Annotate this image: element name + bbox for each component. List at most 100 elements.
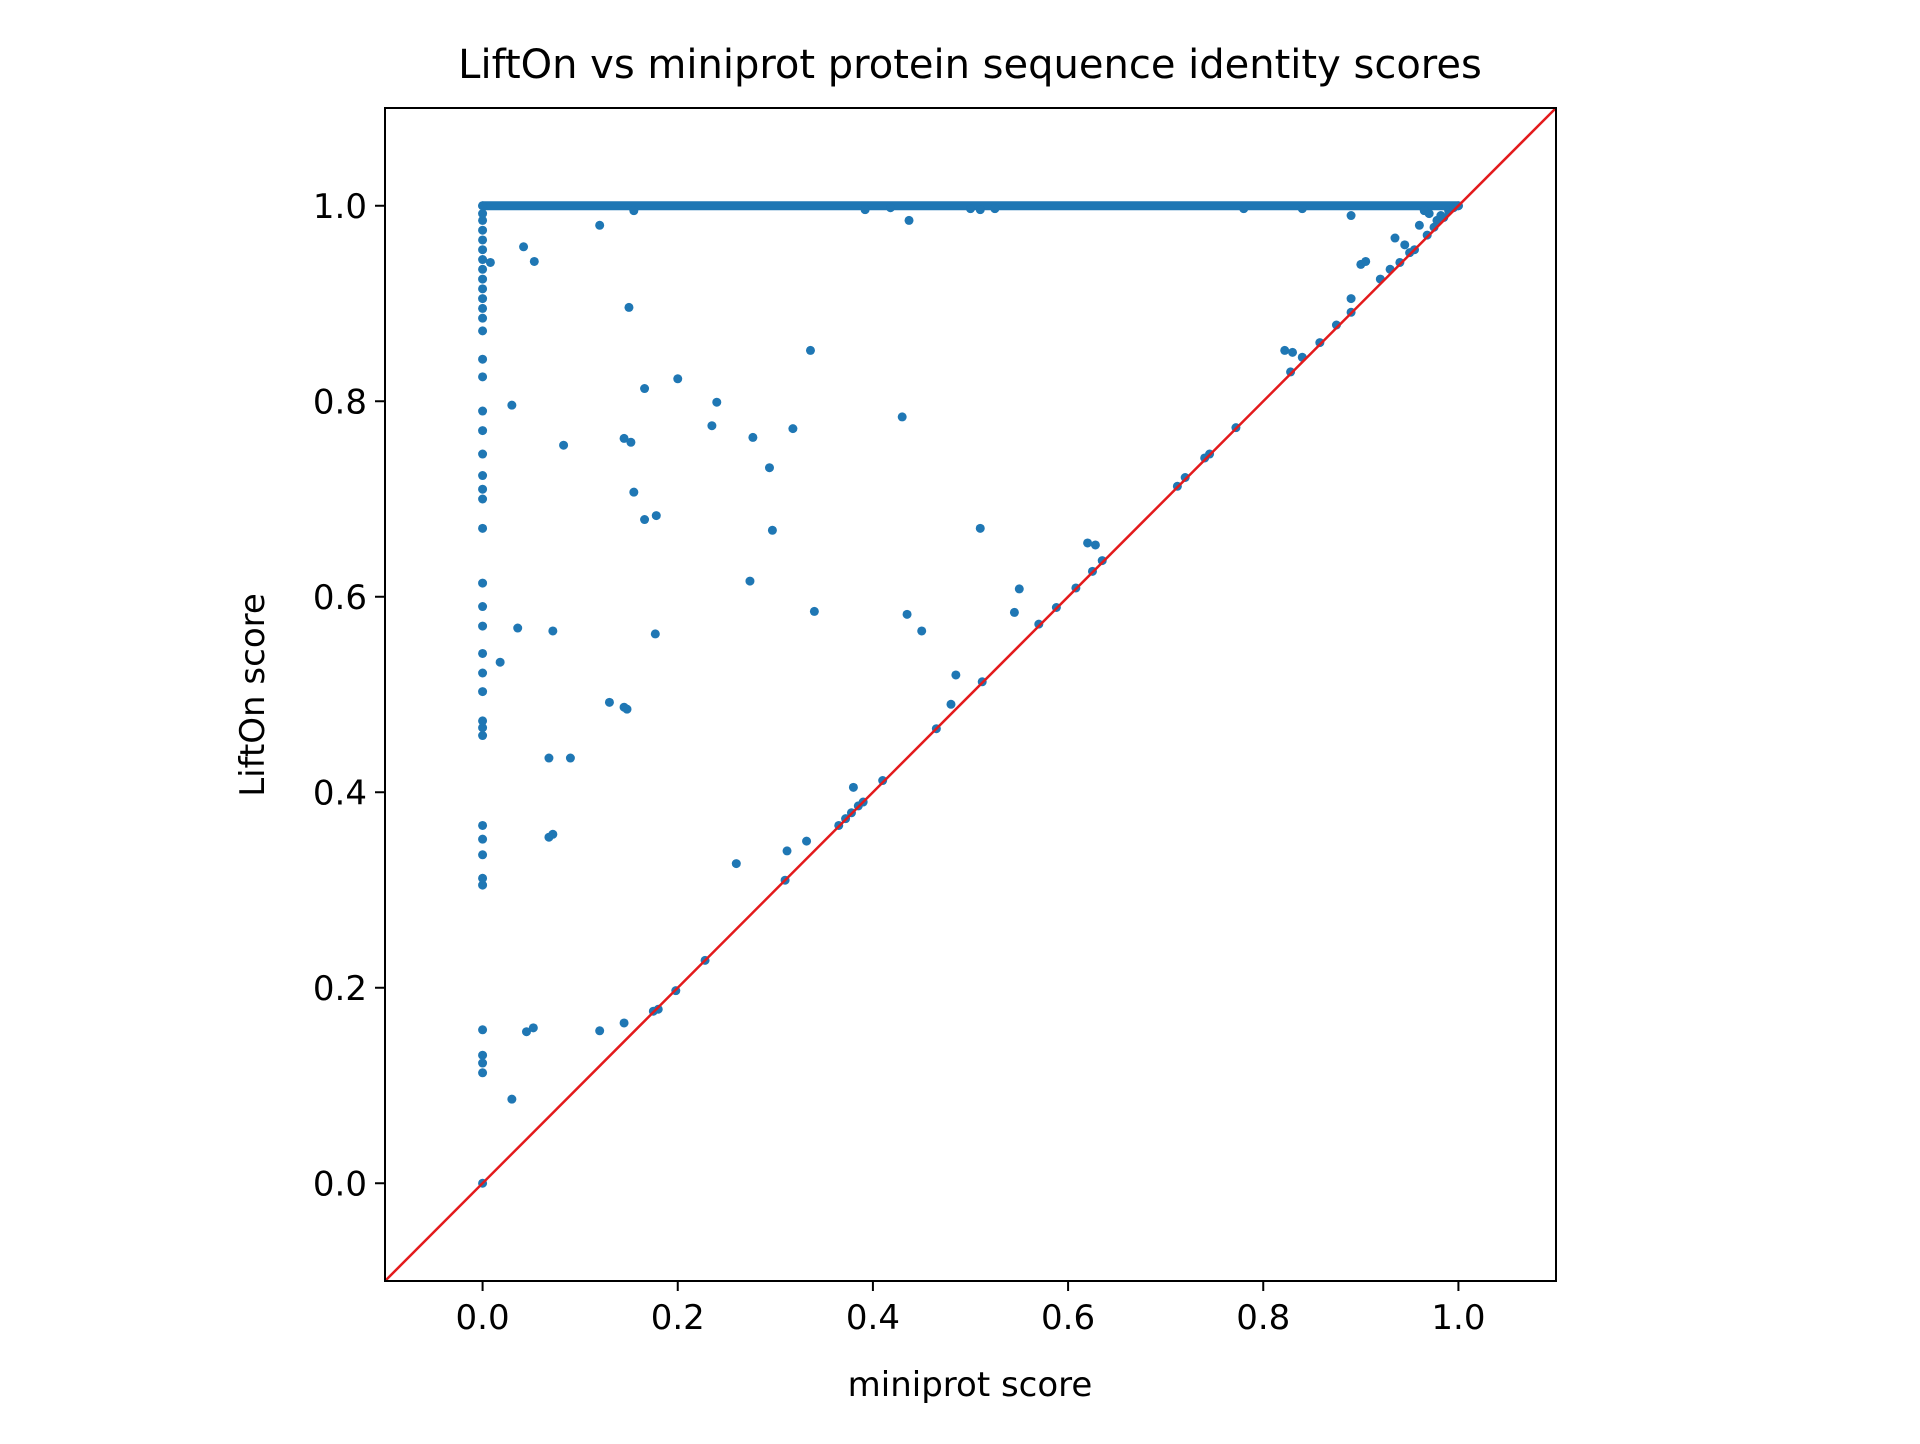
scatter-point xyxy=(478,294,488,304)
scatter-point xyxy=(519,242,529,252)
scatter-point xyxy=(1239,204,1249,214)
scatter-point xyxy=(802,836,812,846)
scatter-point xyxy=(622,704,632,714)
scatter-point xyxy=(764,463,774,473)
scatter-point xyxy=(478,484,488,494)
scatter-point xyxy=(902,609,912,619)
scatter-point xyxy=(624,302,634,312)
scatter-point xyxy=(745,576,755,586)
x-tick-label: 0.2 xyxy=(651,1298,705,1338)
scatter-point xyxy=(1097,556,1107,566)
scatter-point xyxy=(604,697,614,707)
scatter-point xyxy=(565,753,575,763)
scatter-point xyxy=(748,432,758,442)
scatter-point xyxy=(507,400,517,410)
scatter-point xyxy=(529,256,539,266)
scatter-point xyxy=(975,205,985,215)
scatter-point xyxy=(767,525,777,535)
plot-frame xyxy=(384,107,1557,1282)
x-axis-label: miniprot score xyxy=(848,1365,1093,1405)
scatter-point xyxy=(478,235,488,245)
scatter-point xyxy=(1280,345,1290,355)
scatter-point xyxy=(478,723,488,733)
scatter-point xyxy=(975,523,985,533)
scatter-point xyxy=(478,449,488,459)
scatter-point xyxy=(629,487,639,497)
y-tick-label: 0.6 xyxy=(313,578,367,618)
scatter-point xyxy=(1390,233,1400,243)
scatter-point xyxy=(904,215,914,225)
scatter-point xyxy=(1346,211,1356,221)
scatter-point xyxy=(495,657,505,667)
scatter-point xyxy=(548,626,558,636)
scatter-point xyxy=(897,412,907,422)
scatter-point xyxy=(595,220,605,230)
scatter-point xyxy=(1083,538,1093,548)
y-tick-label: 0.4 xyxy=(313,773,367,813)
scatter-point xyxy=(885,203,895,213)
scatter-point xyxy=(1288,347,1298,357)
scatter-point xyxy=(478,494,488,504)
scatter-point xyxy=(946,699,956,709)
scatter-point xyxy=(478,668,488,678)
scatter-point xyxy=(507,1094,517,1104)
scatter-point xyxy=(1424,209,1434,219)
scatter-point xyxy=(707,421,717,431)
scatter-point xyxy=(478,313,488,323)
scatter-point xyxy=(626,437,636,447)
scatter-point xyxy=(640,515,650,525)
scatter-point xyxy=(478,602,488,612)
scatter-point xyxy=(1422,230,1432,240)
scatter-point xyxy=(878,776,888,786)
scatter-point xyxy=(1180,472,1190,482)
scatter-point xyxy=(548,829,558,839)
scatter-point xyxy=(619,1018,629,1028)
x-tick-label: 0.6 xyxy=(1041,1298,1095,1338)
scatter-point xyxy=(1297,204,1307,214)
scatter-point xyxy=(521,1027,531,1037)
scatter-point xyxy=(848,782,858,792)
scatter-point xyxy=(478,880,488,890)
y-tick-label: 1.0 xyxy=(313,187,367,227)
scatter-point xyxy=(1014,584,1024,594)
x-tick-label: 0.0 xyxy=(456,1298,510,1338)
scatter-point xyxy=(478,716,488,726)
scatter-point xyxy=(478,245,488,255)
x-tick-label: 1.0 xyxy=(1431,1298,1485,1338)
scatter-point xyxy=(990,204,1000,214)
reference-line xyxy=(385,108,1556,1281)
scatter-point xyxy=(595,1026,605,1036)
scatter-point xyxy=(788,424,798,434)
scatter-point xyxy=(650,629,660,639)
scatter-point xyxy=(478,274,488,284)
scatter-point xyxy=(478,255,488,265)
scatter-point xyxy=(528,1023,538,1033)
x-tick-label: 0.8 xyxy=(1236,1298,1290,1338)
axis-ticks: 0.0 0.2 0.4 0.6 0.8 1.0 0.0 0.2 0.4 0.6 0.8 1.0 xyxy=(313,187,1486,1338)
scatter-point xyxy=(478,1058,488,1068)
scatter-point xyxy=(478,873,488,883)
scatter-point xyxy=(1395,257,1405,267)
scatter-point xyxy=(782,846,792,856)
scatter-point xyxy=(478,834,488,844)
scatter-point xyxy=(951,670,961,680)
x-tick-label: 0.4 xyxy=(846,1298,900,1338)
scatter-point xyxy=(1361,256,1371,266)
scatter-point xyxy=(478,648,488,658)
y-axis-label: LiftOn score xyxy=(233,593,273,797)
y-tick-label: 0.2 xyxy=(313,969,367,1009)
chart-title: LiftOn vs miniprot protein sequence iden… xyxy=(458,42,1482,88)
scatter-point xyxy=(478,201,488,211)
scatter-point xyxy=(478,326,488,336)
scatter-point xyxy=(629,206,639,216)
scatter-point xyxy=(1346,294,1356,304)
scatter-point xyxy=(544,753,554,763)
scatter-point xyxy=(478,264,488,274)
scatter-point xyxy=(1009,607,1019,617)
scatter-point xyxy=(478,471,488,481)
scatter-point xyxy=(478,426,488,436)
scatter-point xyxy=(1090,540,1100,550)
